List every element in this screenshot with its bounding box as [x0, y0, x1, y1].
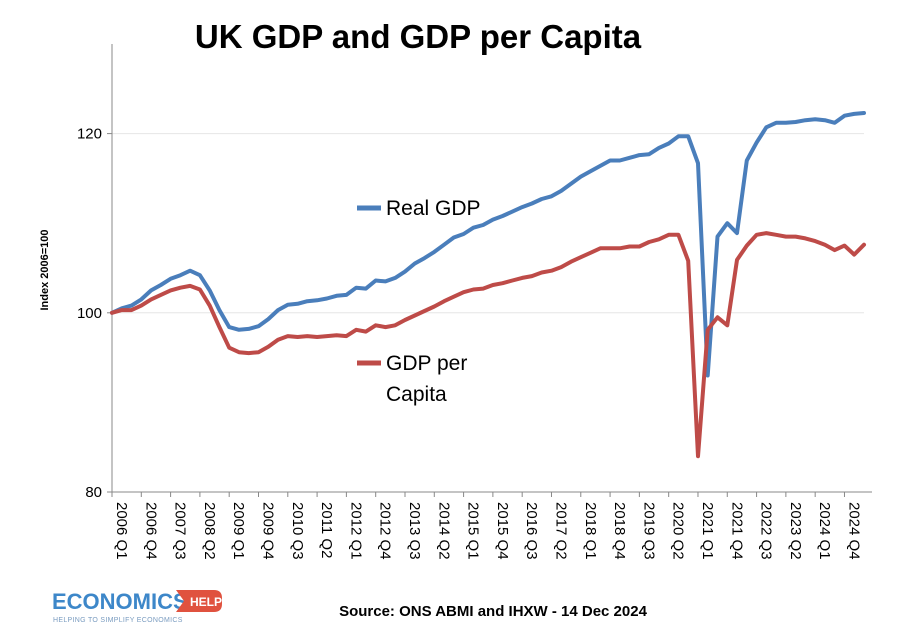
y-tick-labels: 80 100 120	[77, 126, 102, 501]
x-tick-label: 2012 Q1	[347, 502, 364, 560]
legend-label-gdp-per-capita-line2: Capita	[386, 383, 447, 406]
x-tick-label: 2024 Q4	[845, 502, 862, 560]
x-tick-label: 2012 Q4	[377, 502, 394, 560]
legend-label-real-gdp: Real GDP	[386, 197, 481, 220]
x-tick-label: 2006 Q1	[113, 502, 130, 560]
source-note: Source: ONS ABMI and IHXW - 14 Dec 2024	[339, 603, 648, 620]
x-tick-label: 2018 Q1	[582, 502, 599, 560]
chart-title: UK GDP and GDP per Capita	[195, 18, 642, 55]
gridlines	[112, 133, 864, 314]
x-tick-label: 2016 Q3	[523, 502, 540, 560]
x-tick-label: 2014 Q2	[435, 502, 452, 560]
logo-tagline: HELPING TO SIMPLIFY ECONOMICS	[53, 617, 183, 624]
y-tick-label: 120	[77, 126, 102, 143]
x-tick-label: 2022 Q3	[758, 502, 775, 560]
x-tick-label: 2023 Q2	[787, 502, 804, 560]
y-axis-label: Index 2006=100	[39, 229, 51, 310]
x-tick-label: 2008 Q2	[201, 502, 218, 560]
legend-real-gdp: Real GDP	[357, 197, 481, 220]
x-tick-label: 2019 Q3	[640, 502, 657, 560]
x-tick-label: 2017 Q2	[552, 502, 569, 560]
x-tick-label: 2006 Q4	[142, 502, 159, 560]
logo-text: ECONOMICS	[52, 589, 188, 614]
legend-label-gdp-per-capita-line1: GDP per	[386, 352, 467, 375]
x-tick-label: 2007 Q3	[172, 502, 189, 560]
logo-badge-shape	[176, 590, 222, 612]
y-tick-label: 80	[85, 484, 102, 501]
x-tick-label: 2018 Q4	[611, 502, 628, 560]
x-tick-label: 2021 Q1	[699, 502, 716, 560]
x-tick-label: 2010 Q3	[289, 502, 306, 560]
x-tick-labels: 2006 Q1 2006 Q4 2007 Q3 2008 Q2 2009 Q1 2009 …	[113, 502, 862, 560]
x-tick-label: 2021 Q4	[728, 502, 745, 560]
economics-help-logo: ECONOMICS HELP HELPING TO SIMPLIFY ECONO…	[52, 589, 222, 624]
x-tick-label: 2024 Q1	[816, 502, 833, 560]
axes	[107, 44, 872, 497]
x-tick-label: 2009 Q1	[230, 502, 247, 560]
series-line-real-gdp	[110, 111, 866, 378]
series-line-gdp-per-capita	[110, 231, 866, 459]
logo-badge-text: HELP	[190, 595, 222, 609]
x-tick-label: 2015 Q1	[465, 502, 482, 560]
x-tick-label: 2020 Q2	[670, 502, 687, 560]
x-tick-label: 2011 Q2	[318, 502, 335, 558]
x-tick-label: 2015 Q4	[494, 502, 511, 560]
series-lines	[110, 111, 866, 459]
legend-gdp-per-capita: GDP per Capita	[357, 352, 467, 406]
y-tick-label: 100	[77, 305, 102, 322]
x-tick-label: 2013 Q3	[406, 502, 423, 560]
x-tick-label: 2009 Q4	[259, 502, 276, 560]
